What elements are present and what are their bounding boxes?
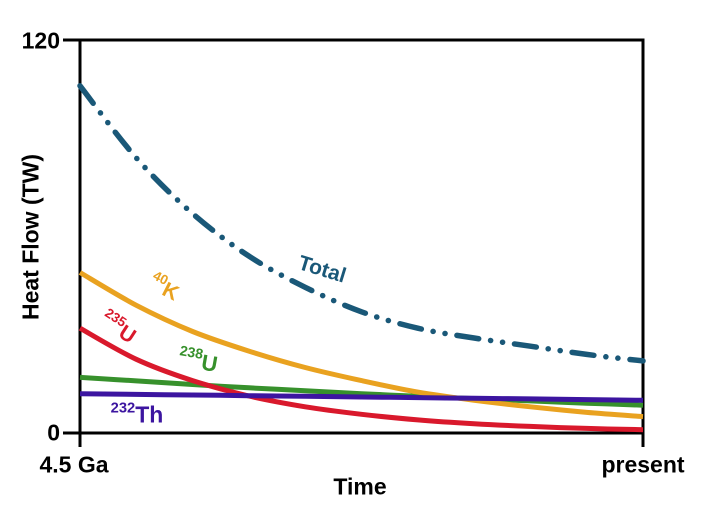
x-axis-title: Time: [333, 473, 387, 500]
x-tick-label-right: present: [601, 451, 685, 478]
curve-40k: [78, 270, 644, 420]
y-tick-label-120: 120: [21, 27, 60, 54]
x-tick-label-left: 4.5 Ga: [39, 451, 109, 478]
curve-label-238u-superscript: 238: [178, 342, 205, 363]
curve-label-232th-superscript: 232: [110, 400, 136, 417]
curve-label-232th: 232Th: [110, 400, 164, 429]
y-axis-title: Heat Flow (TW): [17, 153, 44, 321]
curve-235u: [78, 326, 644, 433]
curve-total: [77, 83, 646, 364]
curve-label-232th-text: Th: [135, 401, 164, 428]
y-tick-label-0: 0: [47, 419, 60, 446]
plot-frame: [78, 38, 645, 435]
curve-232th: [79, 391, 644, 403]
